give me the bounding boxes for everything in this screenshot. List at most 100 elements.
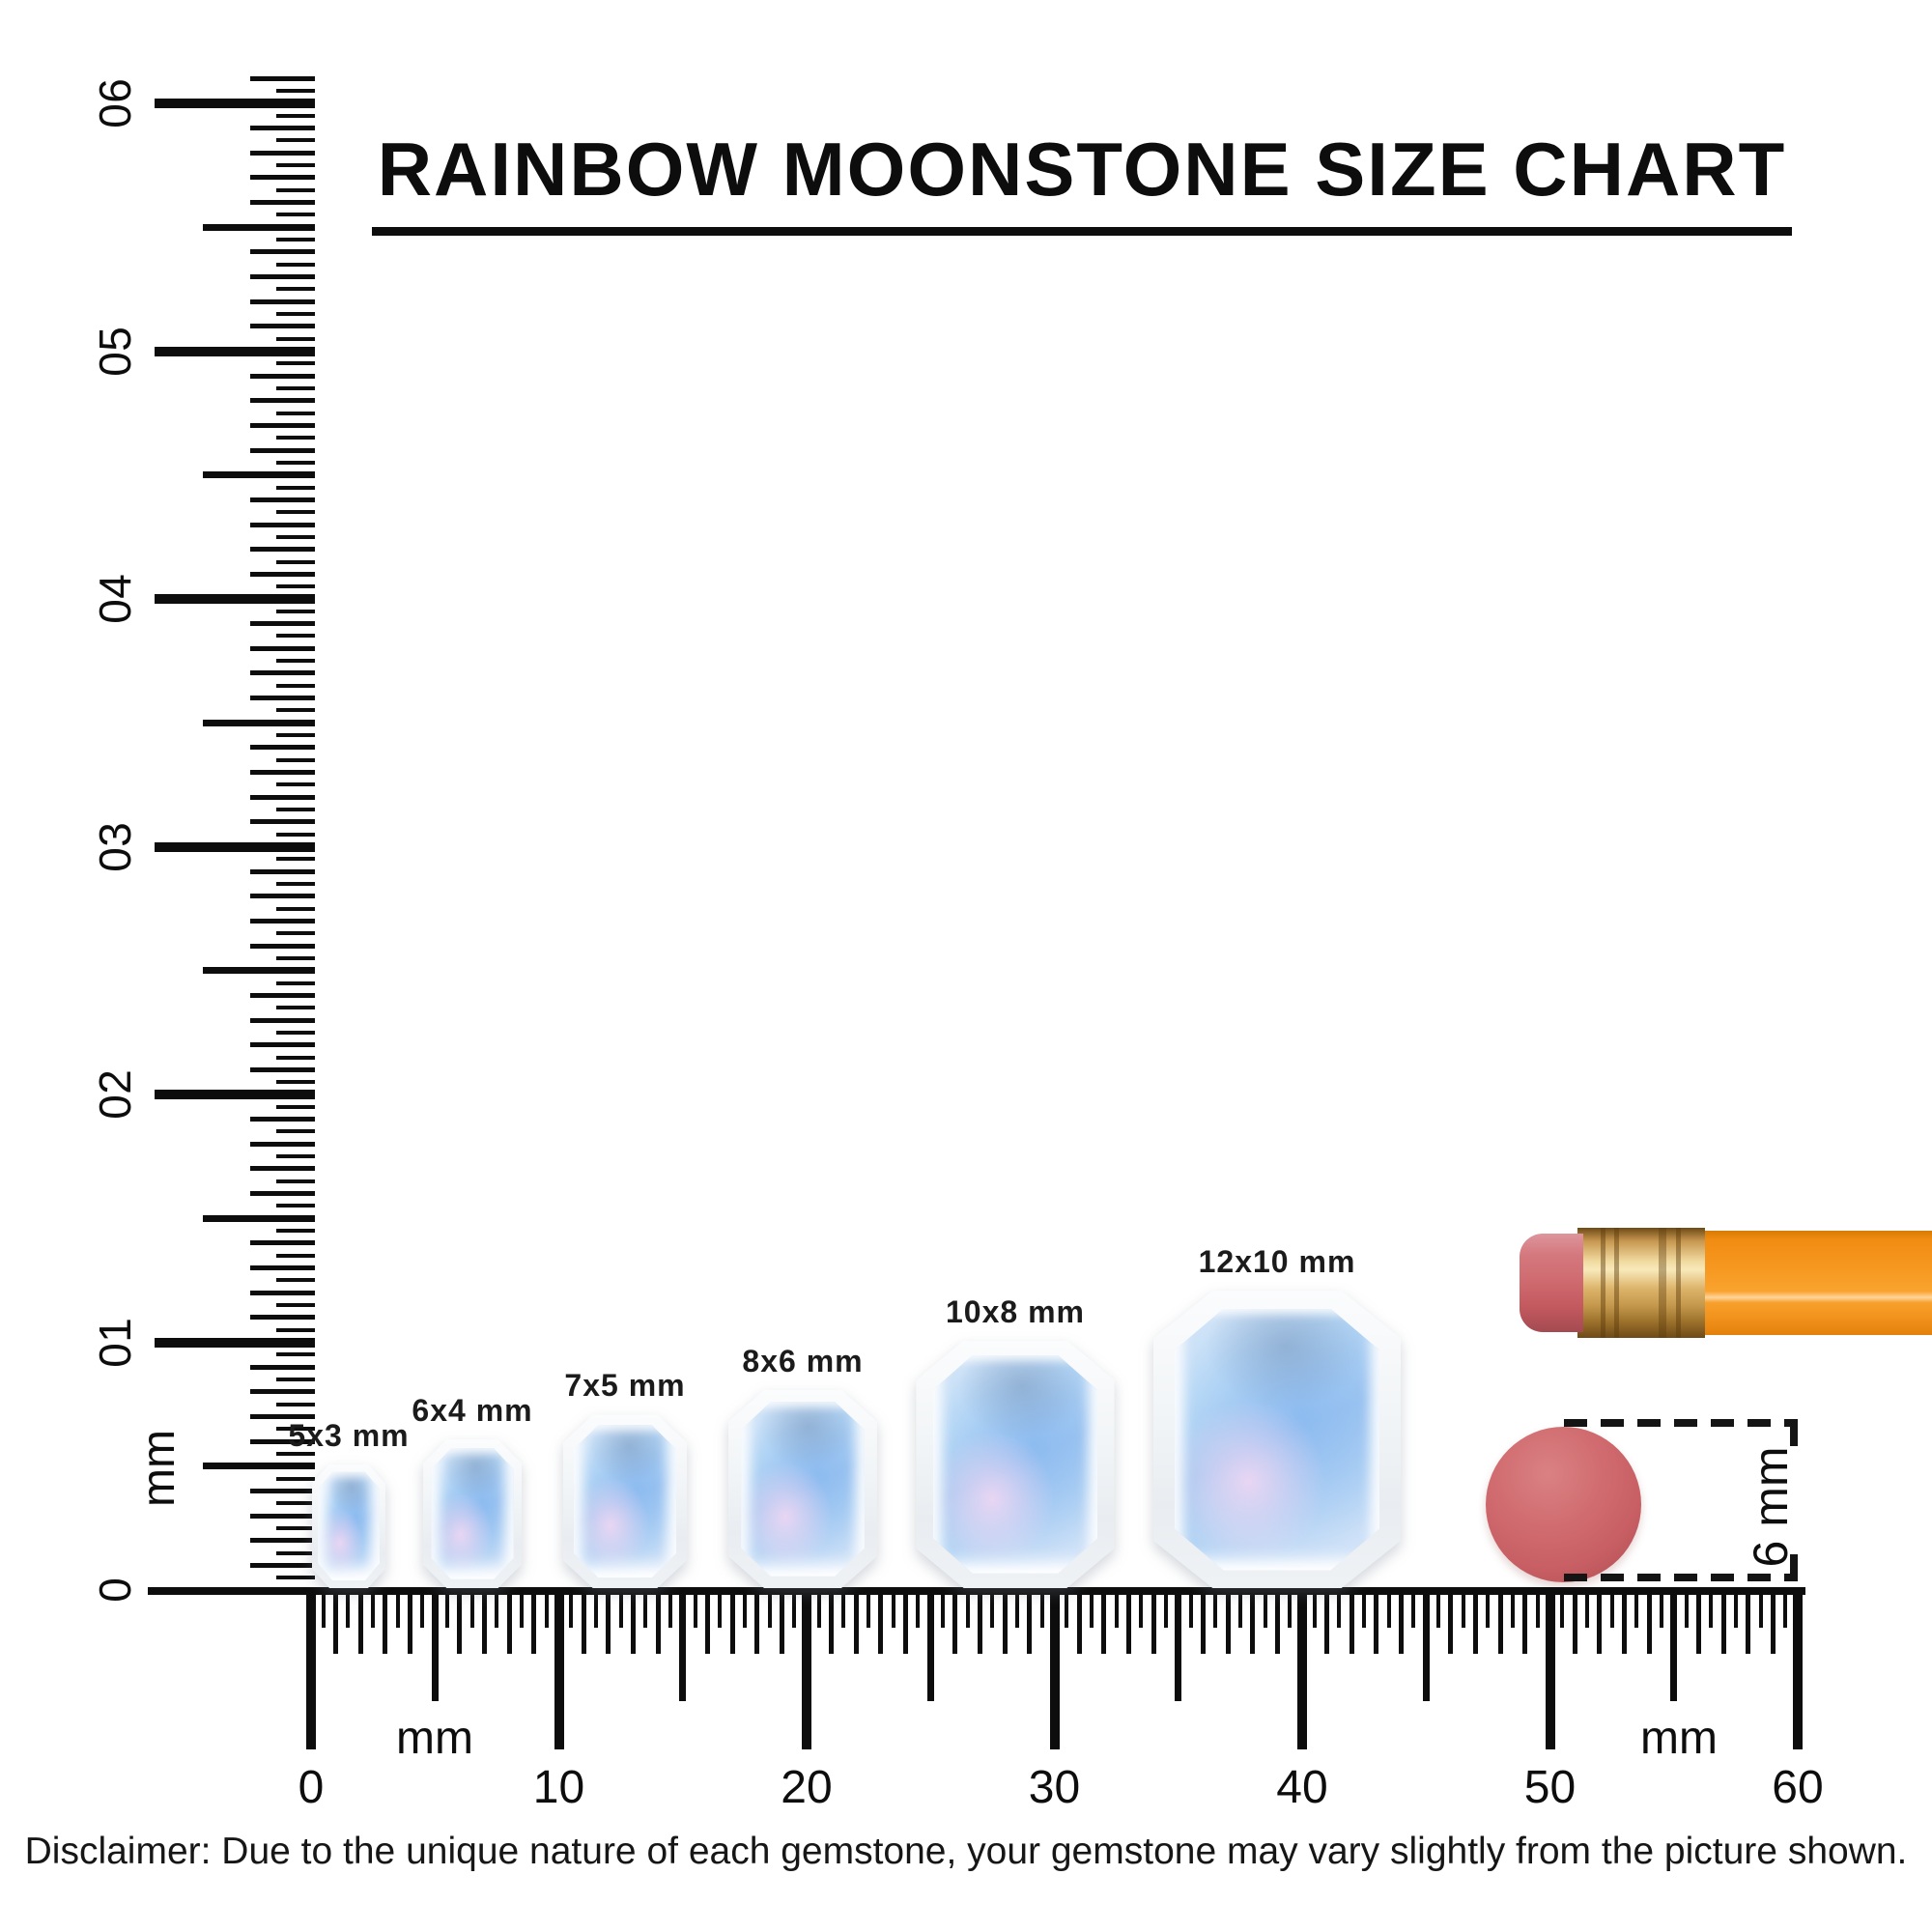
left-ruler-tick xyxy=(276,361,315,366)
bottom-ruler-tick xyxy=(469,1589,474,1628)
bottom-ruler-tick xyxy=(431,1589,439,1701)
left-ruler-tick xyxy=(276,411,315,415)
bottom-ruler-tick xyxy=(357,1589,363,1654)
bottom-ruler-tick xyxy=(779,1589,784,1654)
vertical-label-char: 3 xyxy=(90,821,140,847)
gemstone-5x3mm xyxy=(311,1463,386,1588)
bottom-ruler-label: 40 xyxy=(1276,1762,1328,1813)
eraser-end-circle-icon xyxy=(1486,1427,1641,1582)
gemstone-12x10mm xyxy=(1152,1291,1402,1588)
bottom-ruler-tick xyxy=(704,1589,710,1654)
bottom-ruler-label: 30 xyxy=(1028,1762,1081,1813)
bottom-ruler-tick xyxy=(767,1589,772,1628)
vertical-label-char: m xyxy=(133,1430,185,1468)
left-ruler-tick xyxy=(250,175,315,181)
bottom-ruler-tick xyxy=(445,1589,450,1628)
left-ruler-tick xyxy=(276,1427,315,1432)
bottom-ruler-tick xyxy=(506,1589,512,1654)
bottom-ruler-tick xyxy=(593,1589,598,1628)
bottom-ruler-tick xyxy=(1522,1589,1528,1654)
ruler-edge-line xyxy=(148,1587,1805,1595)
left-ruler-tick xyxy=(276,1451,315,1456)
bottom-ruler-label: 60 xyxy=(1772,1762,1824,1813)
bottom-ruler-tick xyxy=(693,1589,697,1628)
left-ruler-tick xyxy=(250,992,315,998)
bottom-ruler-tick xyxy=(742,1589,747,1628)
left-ruler-tick xyxy=(250,1141,315,1147)
bottom-ruler-tick xyxy=(1695,1589,1701,1654)
bottom-ruler-tick xyxy=(754,1589,760,1654)
bottom-ruler-tick xyxy=(520,1589,525,1628)
left-ruler-tick xyxy=(276,1525,315,1530)
left-ruler-tick xyxy=(250,1438,315,1444)
left-ruler-tick xyxy=(276,832,315,837)
left-ruler-tick xyxy=(276,559,315,564)
left-ruler-tick xyxy=(276,238,315,242)
left-ruler-tick xyxy=(155,594,315,604)
stone-size-label: 5x3 mm xyxy=(288,1417,410,1453)
vertical-label-char: 0 xyxy=(90,1577,140,1603)
bottom-ruler-tick xyxy=(1163,1589,1168,1628)
bottom-ruler-tick xyxy=(1027,1589,1033,1654)
bottom-ruler-tick xyxy=(1670,1589,1678,1701)
left-ruler-tick xyxy=(276,138,315,143)
bottom-ruler-tick xyxy=(1597,1589,1603,1654)
eraser-diameter-label: 6 mm xyxy=(1744,1446,1798,1568)
left-ruler-tick xyxy=(276,584,315,589)
bottom-ruler-label: 50 xyxy=(1523,1762,1577,1813)
bottom-ruler-tick xyxy=(1274,1589,1280,1654)
ferrule-crimp-line xyxy=(1659,1228,1666,1338)
bottom-ruler-tick xyxy=(643,1589,648,1628)
left-ruler-tick xyxy=(250,398,315,404)
bottom-ruler-tick xyxy=(1473,1589,1479,1654)
bottom-ruler-tick xyxy=(816,1589,821,1628)
stone-size-label: 10x8 mm xyxy=(946,1293,1085,1329)
left-ruler-tick xyxy=(250,298,315,304)
bottom-ruler-tick xyxy=(1545,1589,1555,1749)
left-ruler-tick xyxy=(250,75,315,81)
vertical-label-char: 6 xyxy=(90,78,140,103)
bottom-ruler-tick xyxy=(457,1589,463,1654)
bottom-ruler-tick xyxy=(1015,1589,1020,1628)
left-ruler-tick xyxy=(276,1080,315,1085)
ferrule-crimp-line xyxy=(1614,1228,1619,1338)
left-ruler-tick xyxy=(250,373,315,379)
bottom-ruler-tick xyxy=(531,1589,537,1654)
left-ruler-tick xyxy=(250,1513,315,1519)
left-ruler-tick xyxy=(250,1117,315,1122)
pencil-icon xyxy=(1520,1228,1932,1338)
disclaimer-text: Disclaimer: Due to the unique nature of … xyxy=(24,1831,1908,1872)
bottom-ruler-tick xyxy=(802,1589,811,1749)
left-ruler-tick xyxy=(250,1240,315,1246)
bottom-ruler-tick xyxy=(1039,1589,1044,1628)
bottom-ruler-tick xyxy=(1709,1589,1714,1628)
bottom-ruler-tick xyxy=(1362,1589,1367,1628)
left-ruler-tick xyxy=(250,1017,315,1023)
bottom-ruler-tick xyxy=(1783,1589,1788,1628)
left-ruler-tick xyxy=(276,1006,315,1010)
left-ruler-tick xyxy=(250,1488,315,1493)
bottom-ruler-tick xyxy=(1076,1589,1082,1654)
bottom-ruler-tick xyxy=(1200,1589,1206,1654)
bottom-ruler-tick xyxy=(1609,1589,1614,1628)
left-ruler-tick xyxy=(276,683,315,688)
left-ruler-tick xyxy=(250,1042,315,1048)
left-ruler-tick xyxy=(276,436,315,440)
left-ruler-tick xyxy=(276,1204,315,1208)
left-ruler-tick xyxy=(250,522,315,527)
bottom-ruler-tick xyxy=(1349,1589,1354,1654)
bottom-ruler-label: 0 xyxy=(298,1762,325,1813)
bottom-ruler-tick xyxy=(1770,1589,1776,1654)
bottom-ruler-tick xyxy=(371,1589,376,1628)
left-ruler-tick xyxy=(276,385,315,390)
bottom-ruler-unit: mm xyxy=(396,1713,473,1764)
bottom-ruler-tick xyxy=(1733,1589,1738,1628)
bottom-ruler-tick xyxy=(306,1589,316,1749)
gemstone-table-facet xyxy=(1174,1308,1380,1571)
bottom-ruler-tick xyxy=(581,1589,586,1654)
bottom-ruler-tick xyxy=(1746,1589,1751,1654)
bottom-ruler-tick xyxy=(1374,1589,1379,1654)
bottom-ruler-tick xyxy=(878,1589,884,1654)
left-ruler-tick xyxy=(276,1278,315,1283)
